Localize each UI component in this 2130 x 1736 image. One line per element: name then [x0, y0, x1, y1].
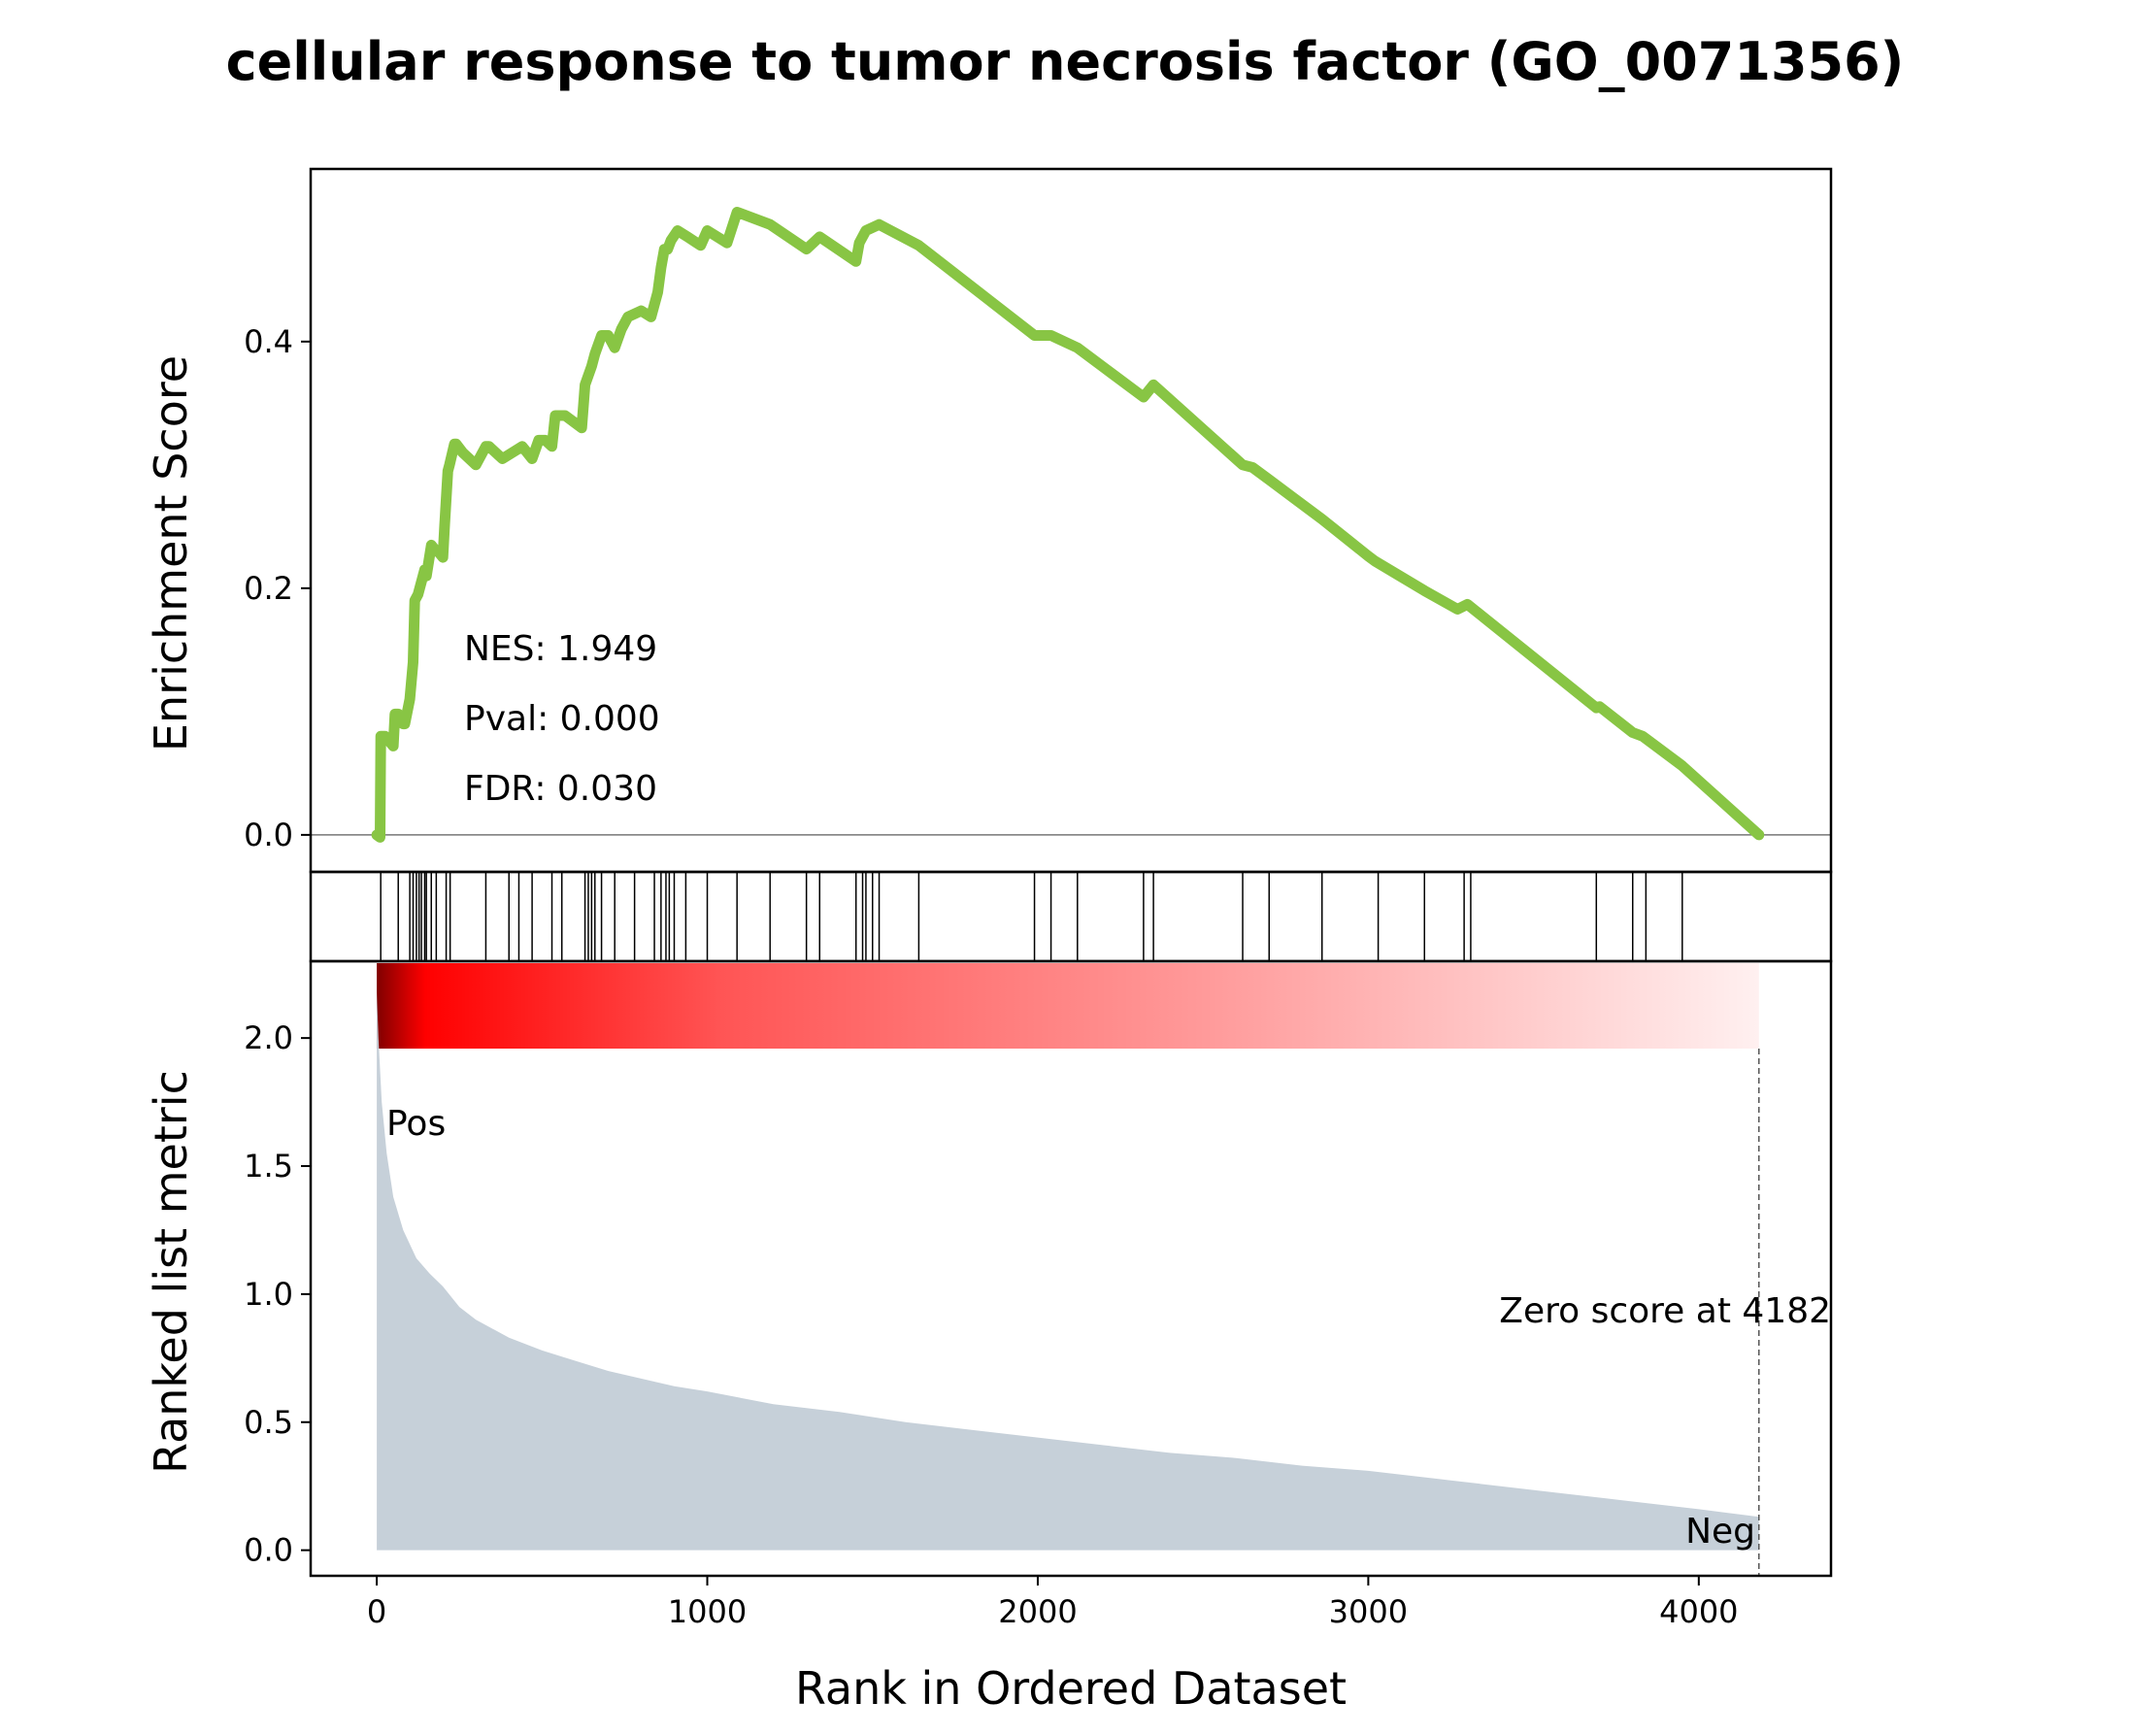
x-tick-label: 2000 [998, 1593, 1077, 1630]
x-tick-label: 4000 [1659, 1593, 1738, 1630]
metric-y-tick-label: 2.0 [244, 1019, 293, 1056]
es-annotation: Pval: 0.000 [464, 699, 660, 739]
es-y-tick-label: 0.4 [244, 323, 293, 360]
es-annotation: NES: 1.949 [464, 629, 657, 669]
chart-title: cellular response to tumor necrosis fact… [226, 31, 1905, 92]
pos-label: Pos [386, 1104, 446, 1144]
zero-score-annotation: Zero score at 4182 [1499, 1291, 1831, 1331]
x-tick-label: 0 [367, 1593, 386, 1630]
hits-panel [309, 870, 1833, 963]
metric-y-tick-label: 0.0 [244, 1532, 293, 1569]
hits-panel-frame [309, 870, 1833, 963]
ranked-metric-panel: 0.0 0.5 1.0 1.5 2.0 Ranked list metric Pos N… [145, 959, 1833, 1578]
es-y-tick-label: 0.2 [244, 570, 293, 607]
enrichment-score-line [371, 207, 1765, 843]
neg-label: Neg [1685, 1512, 1755, 1552]
metric-y-tick-label: 1.5 [244, 1148, 293, 1185]
x-tick-label: 1000 [668, 1593, 747, 1630]
ranked-metric-axis-label: Ranked list metric [145, 1070, 197, 1474]
metric-y-tick-label: 0.5 [244, 1404, 293, 1441]
ranked-metric-area [377, 991, 1759, 1551]
metric-y-tick-label: 1.0 [244, 1276, 293, 1313]
x-tick-label: 3000 [1329, 1593, 1408, 1630]
es-annotation: FDR: 0.030 [464, 769, 657, 809]
enrichment-score-axis-label: Enrichment Score [145, 355, 197, 751]
ranking-heatmap-bar [377, 963, 1759, 1049]
x-axis-label: Rank in Ordered Dataset [795, 1662, 1347, 1715]
es-y-tick-label: 0.0 [244, 817, 293, 853]
ranked-metric-panel-frame [309, 959, 1833, 1578]
enrichment-panel: 0.0 0.2 0.4 Enrichment Score NES: 1.949 Pva… [145, 167, 1833, 874]
enrichment-panel-frame [309, 167, 1833, 874]
